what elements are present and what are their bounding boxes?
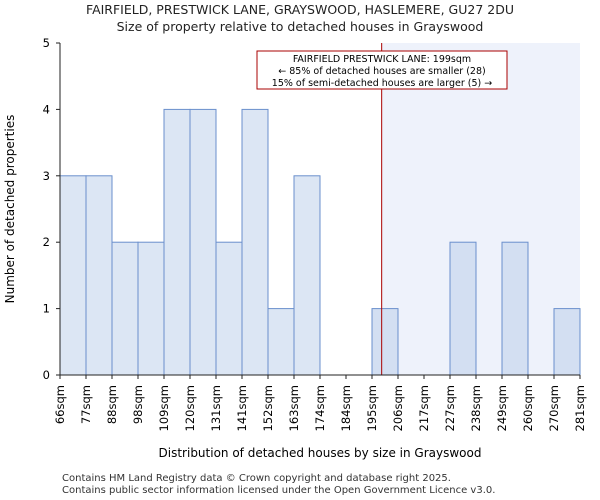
x-tick-label-152sqm: 152sqm <box>261 385 275 431</box>
bar-249sqm <box>501 241 529 376</box>
bar-88sqm <box>111 241 139 376</box>
x-tick-label-249sqm: 249sqm <box>495 385 509 431</box>
annotation-line1: FAIRFIELD PRESTWICK LANE: 199sqm <box>293 54 471 65</box>
bar-131sqm <box>215 241 243 376</box>
x-tick-label-141sqm: 141sqm <box>235 385 249 431</box>
x-tick-label-195sqm: 195sqm <box>365 385 379 431</box>
bar-195sqm <box>371 308 399 376</box>
y-tick-label-3: 3 <box>43 169 50 183</box>
bar-152sqm <box>267 308 295 376</box>
bar-141sqm <box>241 108 269 376</box>
x-tick-label-206sqm: 206sqm <box>391 385 405 431</box>
chart-title-line1: FAIRFIELD, PRESTWICK LANE, GRAYSWOOD, HA… <box>86 2 514 17</box>
x-axis-label: Distribution of detached houses by size … <box>159 446 482 460</box>
x-tick-label-77sqm: 77sqm <box>79 385 93 424</box>
bar-270sqm <box>553 308 581 376</box>
x-tick-label-66sqm: 66sqm <box>53 385 67 424</box>
annotation-line3: 15% of semi-detached houses are larger (… <box>272 78 492 89</box>
bar-163sqm <box>293 175 321 376</box>
bar-98sqm <box>137 241 165 376</box>
x-tick-label-131sqm: 131sqm <box>209 385 223 431</box>
x-tick-label-281sqm: 281sqm <box>573 385 587 431</box>
x-tick-label-174sqm: 174sqm <box>313 385 327 431</box>
x-tick-label-238sqm: 238sqm <box>469 385 483 431</box>
histogram-chart: 0 1 2 3 4 5 66sqm 77sqm 88sqm 98sqm 109sqm 120sqm 1… <box>3 36 587 460</box>
x-tick-label-184sqm: 184sqm <box>339 385 353 431</box>
x-tick-label-260sqm: 260sqm <box>521 385 535 431</box>
x-tick-label-163sqm: 163sqm <box>287 385 301 431</box>
footer-line2: Contains public sector information licen… <box>62 485 496 496</box>
bar-109sqm <box>163 108 191 376</box>
y-tick-label-1: 1 <box>43 302 50 316</box>
footer-line1: Contains HM Land Registry data © Crown c… <box>62 473 451 484</box>
x-tick-label-120sqm: 120sqm <box>183 385 197 431</box>
x-tick-label-270sqm: 270sqm <box>547 385 561 431</box>
bar-77sqm <box>85 175 113 376</box>
x-tick-label-217sqm: 217sqm <box>417 385 431 431</box>
annotation-line2: ← 85% of detached houses are smaller (28… <box>278 66 485 77</box>
y-axis-label: Number of detached properties <box>3 115 17 304</box>
bar-227sqm <box>449 241 477 376</box>
y-tick-label-5: 5 <box>43 36 50 50</box>
annotation-box <box>256 50 508 90</box>
x-tick-label-88sqm: 88sqm <box>105 385 119 424</box>
x-tick-label-227sqm: 227sqm <box>443 385 457 431</box>
bar-66sqm <box>59 175 87 376</box>
y-tick-label-0: 0 <box>43 368 50 382</box>
bar-120sqm <box>189 108 217 376</box>
chart-title-line2: Size of property relative to detached ho… <box>116 19 484 34</box>
x-tick-label-109sqm: 109sqm <box>157 385 171 431</box>
x-tick-label-98sqm: 98sqm <box>131 385 145 424</box>
y-tick-label-4: 4 <box>43 102 50 116</box>
y-tick-label-2: 2 <box>43 235 50 249</box>
shaded-region <box>381 43 580 375</box>
